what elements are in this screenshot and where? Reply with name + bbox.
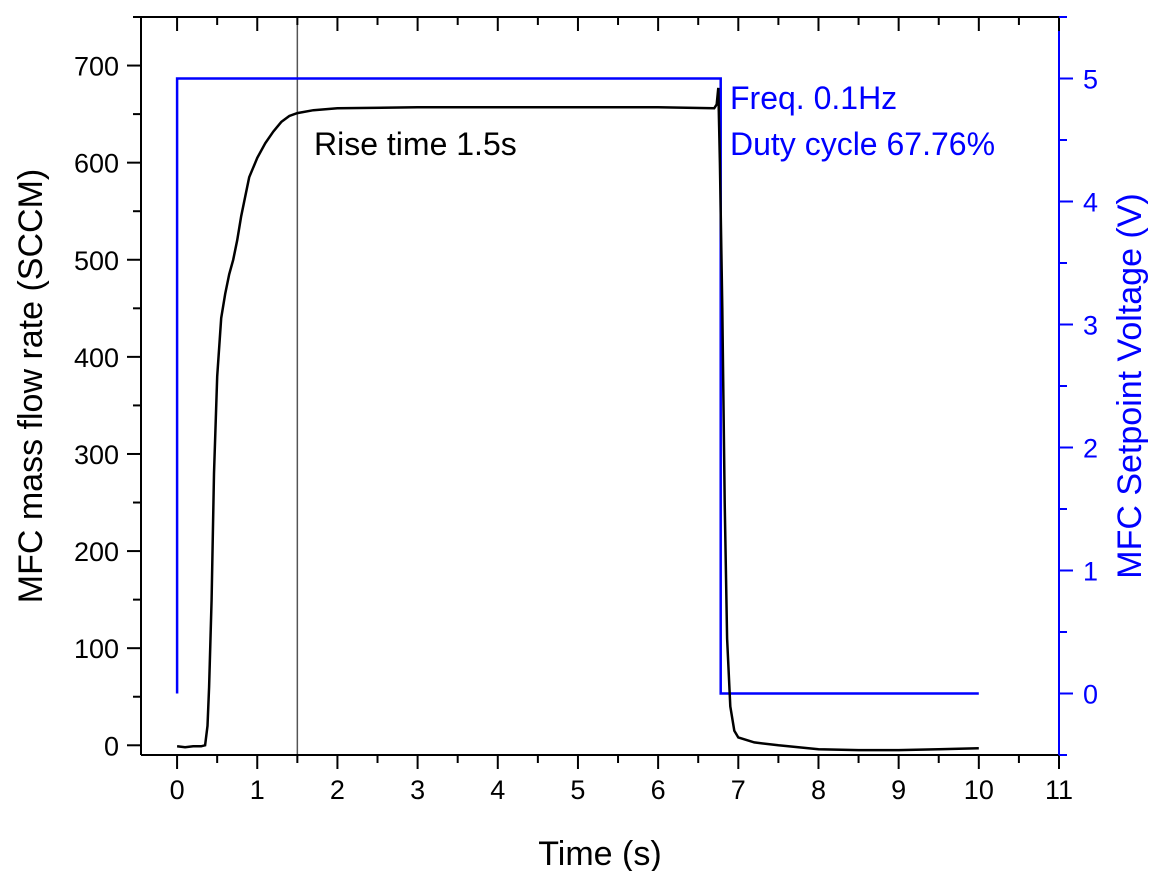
- y-right-tick-label: 5: [1083, 65, 1098, 95]
- y-left-tick-label: 300: [74, 440, 119, 470]
- y-left-tick-label: 100: [74, 634, 119, 664]
- y-right-tick-label: 3: [1083, 311, 1098, 341]
- duty-label: Duty cycle 67.76%: [730, 126, 995, 162]
- y-right-tick-label: 2: [1083, 434, 1098, 464]
- x-tick-label: 2: [330, 775, 345, 805]
- y-left-tick-label: 700: [74, 52, 119, 82]
- x-tick-label: 10: [964, 775, 994, 805]
- freq-label: Freq. 0.1Hz: [730, 80, 897, 116]
- mass-flow-series: [176, 87, 979, 752]
- x-tick-label: 11: [1045, 775, 1073, 805]
- x-tick-label: 1: [250, 775, 265, 805]
- x-tick-label: 9: [891, 775, 906, 805]
- x-tick-label: 7: [731, 775, 746, 805]
- x-tick-label: 5: [570, 775, 585, 805]
- y-left-tick-label: 200: [74, 537, 119, 567]
- y-left-tick-label: 500: [74, 246, 119, 276]
- left-axis-title: MFC mass flow rate (SCCM): [12, 169, 50, 603]
- y-right-tick-label: 0: [1083, 680, 1098, 710]
- x-tick-label: 8: [811, 775, 826, 805]
- setpoint-voltage-series: [175, 77, 979, 695]
- y-left-tick-label: 400: [74, 343, 119, 373]
- x-tick-label: 6: [651, 775, 666, 805]
- y-right-tick-label: 4: [1083, 188, 1098, 218]
- x-tick-label: 4: [490, 775, 505, 805]
- x-axis-title: Time (s): [538, 835, 661, 871]
- rise-time-label: Rise time 1.5s: [314, 126, 517, 162]
- right-axis-title: MFC Setpoint Voltage (V): [1111, 193, 1149, 579]
- y-left-tick-label: 600: [74, 149, 119, 179]
- x-tick-label: 3: [410, 775, 425, 805]
- x-tick-label: 0: [170, 775, 185, 805]
- plot-area: [175, 17, 979, 755]
- y-right-tick-label: 1: [1083, 557, 1098, 587]
- y-left-tick-label: 0: [104, 731, 119, 761]
- axis-ticks: 0 1 2 3 4 5 6 7 8 9 10 11 0 100 200 300 400 500 600 700 0 1 2 3…: [74, 16, 1098, 805]
